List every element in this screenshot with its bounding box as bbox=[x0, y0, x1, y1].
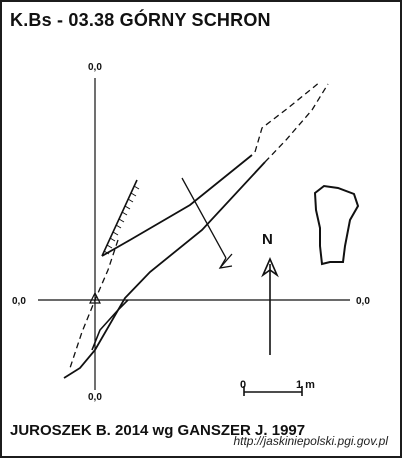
dashed-wall-far-lower bbox=[264, 83, 329, 163]
axis-label-left: 0,0 bbox=[12, 296, 26, 307]
dashed-wall-far-upper bbox=[254, 81, 321, 153]
passage-wall-upper bbox=[101, 154, 253, 257]
hatched-wall-line bbox=[101, 179, 138, 257]
hatch-ticks bbox=[103, 185, 140, 255]
survey-station-triangle bbox=[89, 291, 101, 304]
source-url: http://jaskiniepolski.pgi.gov.pl bbox=[233, 434, 388, 448]
scale-start-label: 0 bbox=[240, 379, 247, 391]
axis-label-bottom: 0,0 bbox=[88, 392, 102, 403]
north-arrow-head bbox=[261, 257, 279, 278]
entrance-wall bbox=[91, 299, 129, 351]
scale-end-label: 1 m bbox=[296, 379, 315, 391]
cross-section-tail bbox=[219, 253, 233, 269]
passage-wall-lower bbox=[63, 161, 266, 379]
dashed-wall-left bbox=[69, 239, 119, 369]
survey-credit: JUROSZEK B. 2014 wg GANSZER J. 1997 bbox=[10, 422, 306, 439]
axis-label-right: 0,0 bbox=[356, 296, 370, 307]
cross-section-line bbox=[181, 177, 227, 259]
cross-section-profile bbox=[313, 184, 360, 266]
north-label: N bbox=[262, 231, 273, 248]
cave-title: K.Bs - 03.38 GÓRNY SCHRON bbox=[10, 10, 271, 30]
axis-label-top: 0,0 bbox=[88, 62, 102, 73]
